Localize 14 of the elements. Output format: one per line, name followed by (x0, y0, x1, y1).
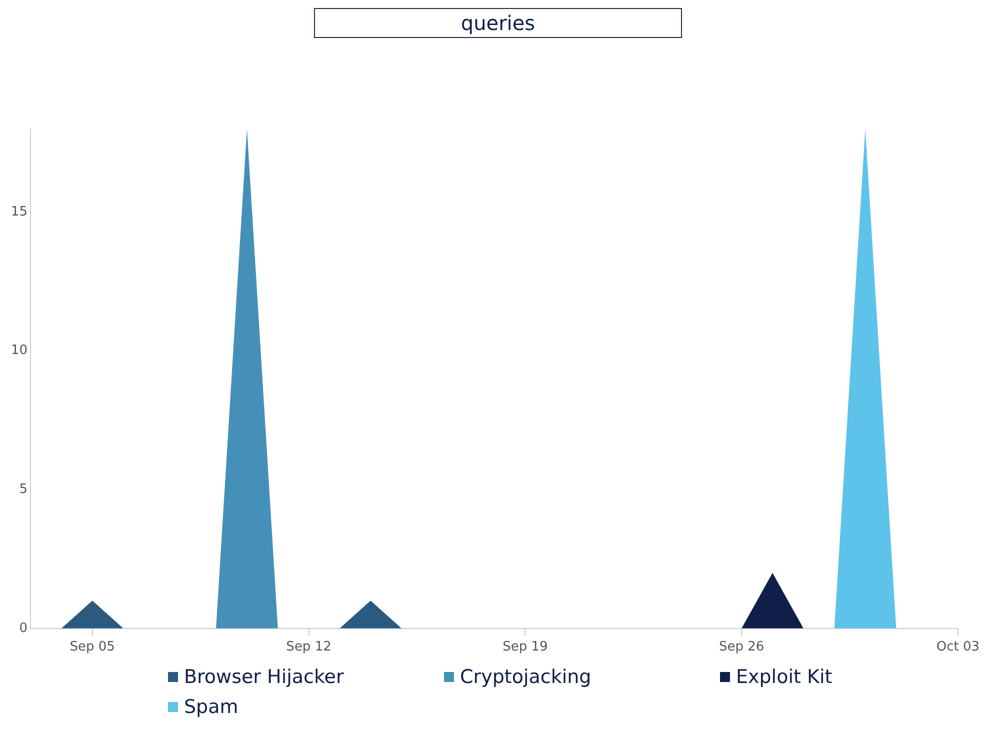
y-tick-label: 10 (10, 343, 28, 358)
y-tick-label: 5 (19, 482, 28, 497)
chart-title: queries (314, 8, 682, 38)
y-tick-label: 15 (10, 204, 28, 220)
y-tick-label: 0 (19, 620, 28, 636)
x-tick-label: Sep 05 (70, 640, 115, 655)
x-tick-label: Sep 12 (286, 640, 332, 655)
legend-label: Spam (184, 696, 238, 718)
legend-label: Browser Hijacker (184, 666, 344, 688)
legend-label: Cryptojacking (460, 666, 592, 688)
legend-label: Exploit Kit (736, 666, 832, 688)
x-tick-label: Sep 19 (502, 640, 548, 655)
x-tick-label: Oct 03 (936, 640, 980, 655)
x-tick-label: Sep 26 (719, 640, 764, 655)
